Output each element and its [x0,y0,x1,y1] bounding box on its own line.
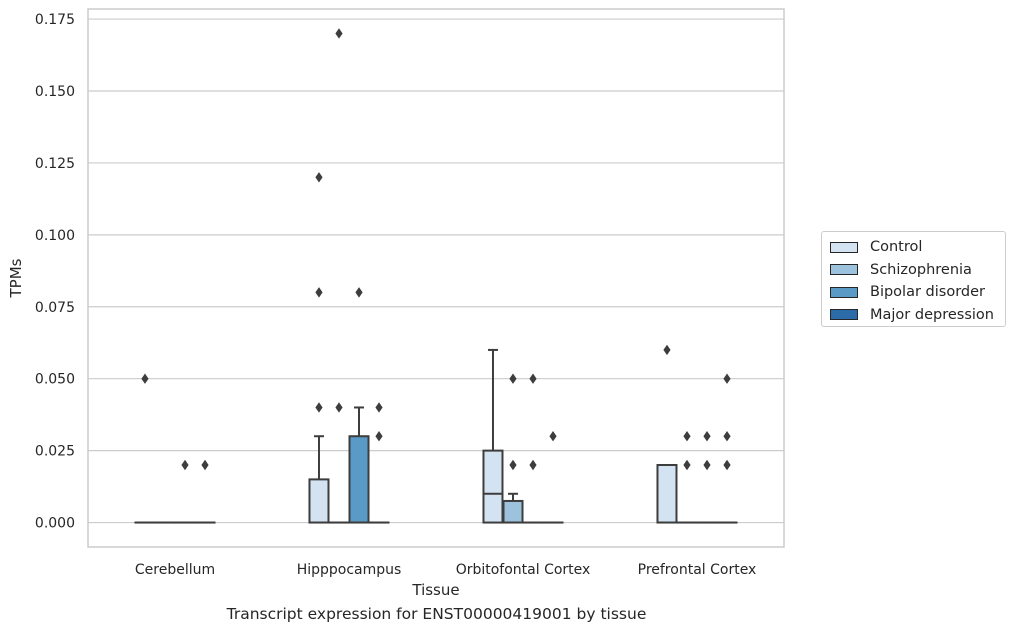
legend-swatch-control [830,241,858,253]
outlier-point [509,373,517,384]
outlier-point [529,459,537,471]
plot-frame [87,8,785,548]
outlier-point [375,431,383,442]
outlier-point [315,402,323,413]
legend-item-major-depression: Major depression [830,304,997,327]
box [482,449,504,524]
outlier-point [683,459,691,471]
outlier-point [549,431,557,442]
outlier-point [141,373,149,384]
x-tick-label: Orbitofontal Cortex [456,562,591,578]
legend-label-control: Control [870,239,923,256]
outlier-point [529,373,537,384]
box [656,464,678,524]
x-tick-label: Prefrontal Cortex [638,562,757,578]
y-tick-label: 0.000 [35,516,75,532]
outlier-point [375,402,383,413]
outlier-point [723,373,731,384]
outlier-point [703,431,711,442]
outlier-point [315,172,323,183]
outlier-point [723,431,731,442]
chart-title: Transcript expression for ENST0000041900… [226,605,647,623]
legend-item-bipolar-disorder: Bipolar disorder [830,281,997,304]
x-axis-label: Tissue [411,581,459,599]
outlier-point [663,344,671,356]
y-tick-label: 0.150 [35,84,75,100]
box [308,478,330,524]
legend-swatch-schizophrenia [830,264,858,276]
outlier-point [315,287,323,298]
box [348,435,370,524]
y-tick-label: 0.125 [35,156,75,172]
y-axis-label: TPMs [7,258,25,298]
legend-swatch-major-depression [830,309,858,321]
box [502,499,524,524]
outlier-point [703,459,711,471]
legend-item-control: Control [830,236,997,259]
outlier-point [509,459,517,471]
y-tick-label: 0.025 [35,444,75,460]
outlier-point [181,459,189,471]
legend-label-bipolar-disorder: Bipolar disorder [870,284,985,301]
outlier-point [355,287,363,298]
y-tick-label: 0.075 [35,300,75,316]
outlier-point [335,28,343,39]
outlier-point [335,402,343,413]
y-tick-label: 0.100 [35,228,75,244]
y-tick-label: 0.175 [35,12,75,28]
legend: Control Schizophrenia Bipolar disorder M… [821,231,1006,327]
x-tick-label: Cerebellum [135,562,215,578]
x-tick-label: Hipppocampus [297,562,402,578]
outlier-point [201,459,209,471]
legend-item-schizophrenia: Schizophrenia [830,259,997,282]
legend-swatch-bipolar-disorder [830,286,858,298]
y-tick-label: 0.050 [35,372,75,388]
outlier-point [683,431,691,442]
legend-label-major-depression: Major depression [870,306,994,323]
legend-label-schizophrenia: Schizophrenia [870,261,972,278]
outlier-point [723,459,731,471]
